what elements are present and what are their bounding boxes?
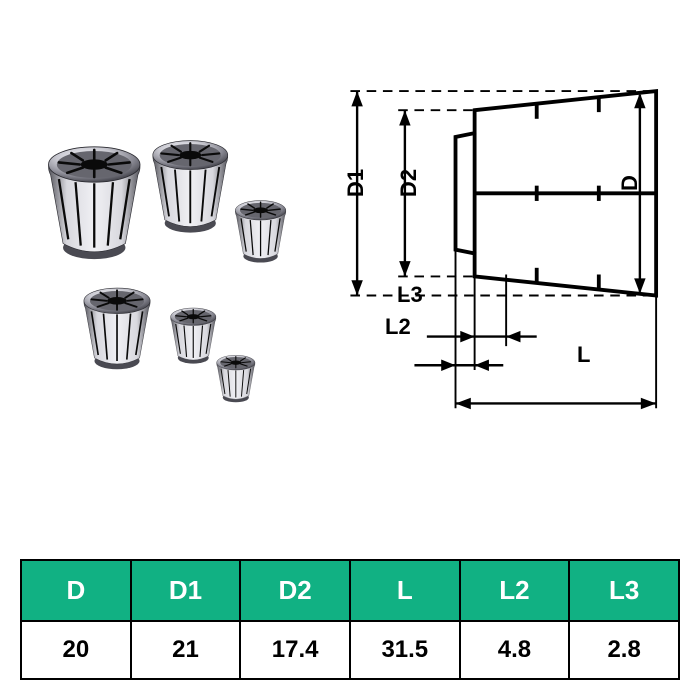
- product-photo: [20, 20, 317, 529]
- col-header: D: [21, 560, 131, 621]
- cell: 20: [21, 621, 131, 679]
- collet-group-svg: [20, 85, 317, 465]
- spec-table: D D1 D2 L L2 L3 20 21 17.4 31.5 4.8 2.8: [20, 559, 680, 680]
- col-header: D2: [240, 560, 350, 621]
- cell: 4.8: [460, 621, 570, 679]
- label-d1: D1: [343, 169, 369, 197]
- label-d: D: [617, 175, 643, 191]
- cell: 31.5: [350, 621, 460, 679]
- top-section: D1 D2 D L3 L2 L: [20, 20, 680, 529]
- col-header: D1: [131, 560, 241, 621]
- label-l: L: [577, 342, 590, 368]
- col-header: L3: [569, 560, 679, 621]
- diagram-svg: [317, 20, 680, 529]
- label-d2: D2: [396, 169, 422, 197]
- table-row: 20 21 17.4 31.5 4.8 2.8: [21, 621, 679, 679]
- table-header-row: D D1 D2 L L2 L3: [21, 560, 679, 621]
- cell: 17.4: [240, 621, 350, 679]
- label-l2: L2: [385, 314, 411, 340]
- cell: 2.8: [569, 621, 679, 679]
- cell: 21: [131, 621, 241, 679]
- label-l3: L3: [397, 282, 423, 308]
- col-header: L2: [460, 560, 570, 621]
- dimension-diagram: D1 D2 D L3 L2 L: [317, 20, 680, 529]
- col-header: L: [350, 560, 460, 621]
